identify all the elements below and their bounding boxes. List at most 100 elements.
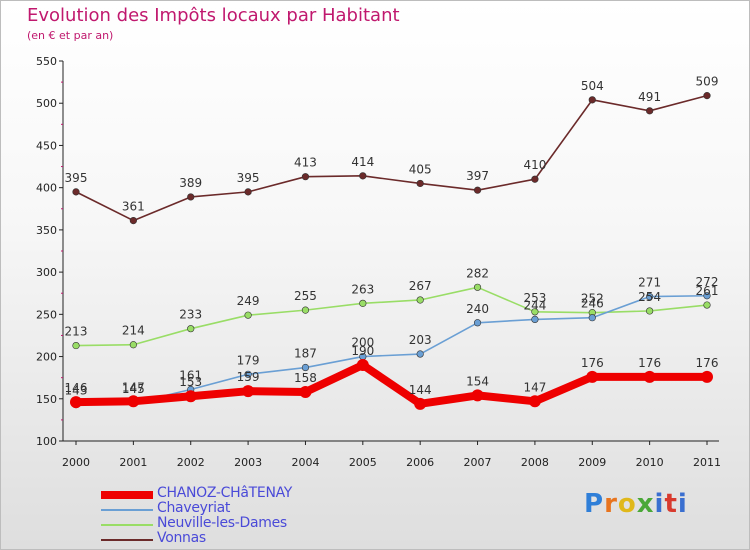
data-label-neuville-les-dames: 254 [638,290,661,304]
x-tick-label: 2011 [693,456,721,469]
data-label-chaveyriat: 179 [237,353,260,367]
data-point-neuville-les-dames [129,341,137,349]
data-label-chaveyriat: 145 [122,382,145,396]
x-tick-label: 2002 [177,456,205,469]
data-label-chanoz-chatenay: 147 [122,380,145,394]
data-label-chaveyriat: 161 [179,368,202,382]
data-label-vonnas: 405 [409,162,432,176]
data-point-chanoz-chatenay [299,386,312,399]
data-point-vonnas [531,175,539,183]
data-point-chaveyriat [531,315,539,324]
data-label-chaveyriat: 272 [696,275,719,289]
y-tick-label: 300 [36,266,57,279]
data-label-vonnas: 491 [638,90,661,104]
data-point-neuville-les-dames [187,325,195,333]
data-point-neuville-les-dames [416,296,424,304]
data-label-vonnas: 509 [696,75,719,89]
y-tick-label: 250 [36,308,57,321]
y-tick-label: 500 [36,97,57,110]
x-tick-label: 2005 [349,456,377,469]
series-line-chanoz-chatenay [72,361,711,408]
data-label-chanoz-chatenay: 159 [237,370,260,384]
x-tick-label: 2001 [119,456,147,469]
data-point-vonnas [416,179,424,188]
data-point-vonnas [703,92,711,100]
data-label-neuville-les-dames: 213 [65,325,88,339]
data-point-chaveyriat [646,293,654,301]
chart-subtitle: (en € et par an) [27,29,114,42]
data-point-chaveyriat [301,363,310,372]
data-label-chaveyriat: 203 [409,333,432,347]
data-label-vonnas: 413 [294,156,317,170]
y-tick-label: 100 [36,435,57,448]
data-label-chaveyriat: 240 [466,302,489,316]
data-label-chaveyriat: 271 [638,276,661,290]
data-label-neuville-les-dames: 233 [179,308,202,322]
data-label-chanoz-chatenay: 154 [466,374,489,388]
data-label-vonnas: 504 [581,79,604,93]
x-tick-label: 2010 [636,456,664,469]
data-label-vonnas: 389 [179,176,202,190]
data-point-chanoz-chatenay [701,370,713,383]
y-tick-label: 550 [36,55,57,68]
x-tick-label: 2000 [62,456,90,469]
data-point-vonnas [359,172,367,180]
data-label-chaveyriat: 246 [581,297,604,311]
y-tick-label: 150 [36,393,57,406]
data-label-neuville-les-dames: 253 [523,291,546,305]
x-tick-label: 2007 [464,456,492,469]
legend-swatch-neuville [101,524,153,526]
y-tick-label: 400 [36,182,57,195]
x-tick-label: 2009 [578,456,606,469]
data-point-chanoz-chatenay [643,370,656,383]
data-point-chaveyriat [244,370,252,378]
series-line-chaveyriat [75,294,708,406]
legend-swatch-vonnas [101,539,153,541]
data-point-vonnas [473,186,482,194]
data-label-vonnas: 397 [466,169,489,183]
x-tick-label: 2004 [291,456,319,469]
data-point-neuville-les-dames [531,308,539,316]
data-point-neuville-les-dames [301,306,310,314]
data-label-chanoz-chatenay: 176 [581,356,604,370]
data-point-chanoz-chatenay [127,395,140,408]
y-tick-label: 350 [36,224,57,237]
data-label-neuville-les-dames: 214 [122,324,145,338]
data-label-neuville-les-dames: 249 [237,294,260,308]
data-label-neuville-les-dames: 261 [696,284,719,298]
data-point-chaveyriat [416,350,424,358]
data-label-chaveyriat: 200 [351,336,374,350]
data-point-neuville-les-dames [703,301,711,309]
data-label-vonnas: 361 [122,200,145,214]
data-point-chanoz-chatenay [356,359,369,371]
data-point-chaveyriat [588,314,596,322]
y-tick-label: 450 [36,139,57,152]
data-point-neuville-les-dames [359,299,367,307]
data-point-chaveyriat [703,292,711,300]
data-point-vonnas [72,188,80,196]
series-line-neuville-les-dames [75,286,708,347]
data-label-neuville-les-dames: 252 [581,292,604,306]
y-tick-label: 200 [36,351,57,364]
data-point-neuville-les-dames [646,307,654,315]
chart-title: Evolution des Impôts locaux par Habitant [27,5,400,26]
data-point-neuville-les-dames [72,341,80,350]
data-label-vonnas: 410 [523,158,546,172]
x-tick-label: 2003 [234,456,262,469]
data-label-chanoz-chatenay: 176 [638,356,661,370]
data-label-neuville-les-dames: 267 [409,279,432,293]
x-tick-label: 2008 [521,456,549,469]
data-label-neuville-les-dames: 282 [466,266,489,280]
data-point-vonnas [129,217,137,225]
data-label-chanoz-chatenay: 190 [351,344,374,358]
data-label-chanoz-chatenay: 158 [294,371,317,385]
data-label-chaveyriat: 143 [65,384,88,398]
data-point-vonnas [301,173,310,181]
data-label-chaveyriat: 244 [523,298,546,312]
legend-swatch-chaveyriat [101,509,153,511]
data-point-chanoz-chatenay [242,385,255,398]
legend-label-chanoz: CHANOZ-CHâTENAY [157,485,293,501]
data-point-chanoz-chatenay [471,389,484,402]
data-point-vonnas [646,107,654,115]
